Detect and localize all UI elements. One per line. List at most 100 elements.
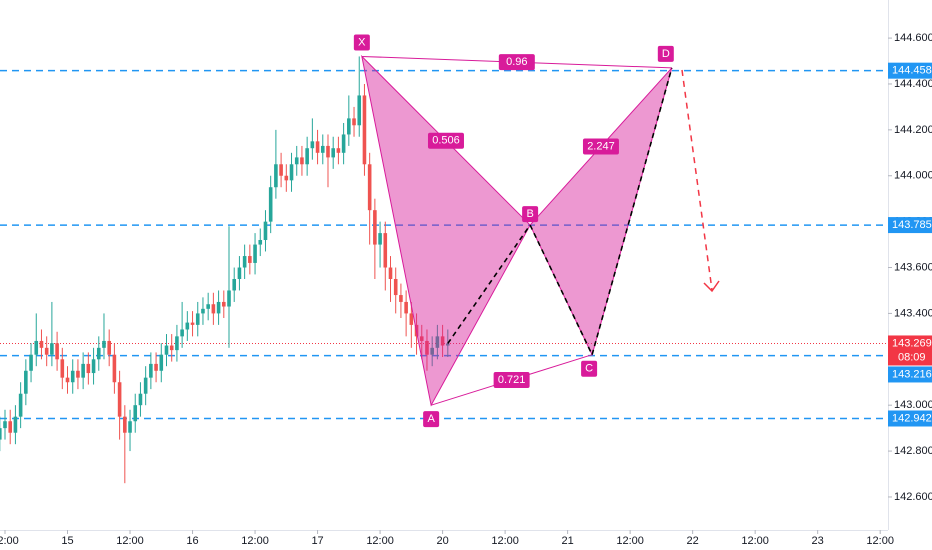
point-label: D [662, 48, 670, 60]
candle-body [164, 345, 169, 355]
levels [0, 69, 888, 420]
candle-body [227, 290, 231, 307]
x-tick-label: 17 [311, 535, 323, 547]
candle-body [274, 164, 278, 188]
x-tick-label: 23 [812, 535, 824, 547]
candle-body [347, 118, 351, 135]
candle-body [34, 340, 39, 355]
x-tick-label: 12:00 [0, 535, 19, 547]
point-box [353, 34, 370, 51]
candle-body [0, 428, 2, 440]
candle-body [248, 256, 252, 263]
candle-body [253, 244, 257, 263]
candle-body [446, 343, 450, 346]
x-tick-label: 20 [436, 535, 448, 547]
ratio-label: 0.96 [506, 56, 527, 68]
candle-body [388, 267, 393, 279]
leg-dashed [529, 224, 593, 356]
candle-body [383, 233, 388, 268]
pattern: X A B C D 0.506 2.247 0.721 0.96 [353, 34, 674, 428]
leg-dashed [591, 67, 673, 355]
level-box-label: 143.785 [892, 219, 932, 231]
candle-body [242, 256, 247, 268]
candle-body [13, 416, 18, 433]
candle-body [96, 347, 101, 360]
leg-dashed [447, 224, 531, 344]
candle-body [91, 359, 96, 374]
candle-body [195, 313, 200, 325]
candle-body [435, 336, 440, 348]
candle-body [404, 301, 408, 314]
candle-body [393, 278, 398, 296]
y-tick-label: 143.400 [894, 307, 932, 319]
level-box [888, 410, 932, 427]
candle-body [3, 421, 7, 429]
projection-arrow [681, 69, 720, 293]
candle-body [284, 175, 289, 181]
y-tick-label: 144.600 [894, 32, 932, 44]
candle-body [180, 329, 184, 337]
candle-body [232, 278, 237, 291]
ratio-box [427, 132, 464, 149]
level-box [888, 217, 932, 234]
level-box-label: 143.216 [892, 368, 932, 380]
x-tick-label: 12:00 [366, 535, 394, 547]
candle-body [258, 239, 263, 245]
y-tick-label: 142.600 [894, 491, 932, 503]
candle-body [378, 233, 382, 245]
x-tick-label: 16 [186, 535, 198, 547]
candle-body [18, 393, 23, 417]
candle-body [102, 340, 106, 348]
candle-body [60, 359, 65, 378]
candle-body [128, 421, 132, 433]
candle-body [430, 347, 434, 355]
candle-body [44, 347, 49, 355]
candle-body [76, 370, 80, 378]
candle-body [221, 301, 226, 307]
point-label: B [526, 208, 533, 220]
ratio-box [582, 138, 619, 155]
level-box [888, 366, 932, 383]
x-tick-label: 22 [687, 535, 699, 547]
candle-body [294, 157, 299, 165]
candle-body [263, 221, 268, 240]
point-box [522, 206, 539, 223]
x-tick-label: 12:00 [491, 535, 519, 547]
point-label: A [427, 413, 435, 425]
candle-body [305, 148, 309, 165]
x-tick-label: 12:00 [741, 535, 769, 547]
ratio-label: 0.721 [498, 374, 526, 386]
x-tick-label: 21 [561, 535, 573, 547]
candle-body [320, 145, 325, 153]
candle-body [279, 164, 283, 176]
candle-body [425, 340, 429, 355]
candle-body [112, 354, 117, 383]
countdown-label: 08:09 [898, 351, 926, 363]
candle-body [357, 95, 362, 126]
point-box [423, 411, 440, 428]
ratio-label: 2.247 [587, 140, 615, 152]
y-tick-label: 144.400 [894, 78, 932, 90]
level-box [888, 62, 932, 79]
candle-body [133, 405, 138, 422]
candle-body [216, 301, 221, 314]
candle-body [169, 345, 174, 351]
x-tick-label: 12:00 [116, 535, 144, 547]
candle-body [341, 134, 346, 153]
y-tick-label: 143.600 [894, 261, 932, 273]
level-box-label: 144.458 [892, 65, 932, 77]
candle-body [362, 95, 367, 165]
candle-body [159, 354, 164, 371]
ratio-box [493, 371, 530, 388]
point-box [581, 360, 598, 377]
candle-body [70, 370, 75, 383]
y-tick-label: 143.000 [894, 399, 932, 411]
candle-body [373, 210, 377, 245]
candle-body [55, 343, 59, 360]
x-tick-label: 12:00 [866, 535, 894, 547]
candle-body [419, 336, 424, 341]
candle-body [352, 118, 356, 126]
candle-body [399, 295, 403, 302]
